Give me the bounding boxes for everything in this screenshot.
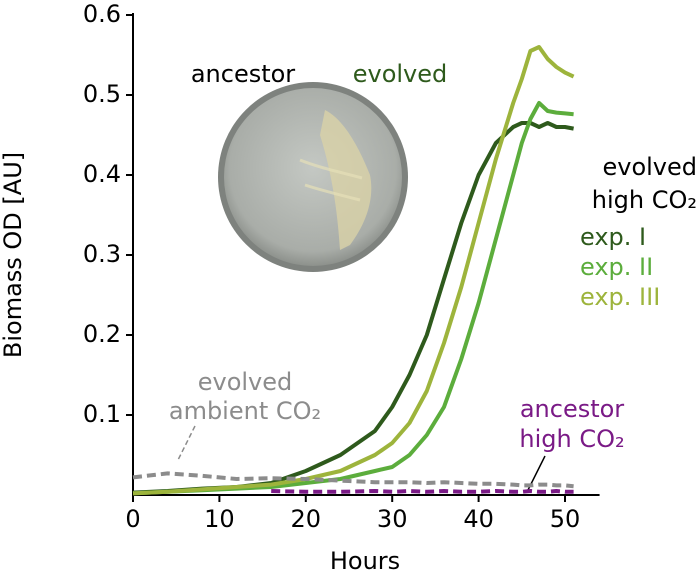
y-tick-label: 0.2 (83, 320, 121, 348)
annotation: evolved (602, 153, 697, 181)
series-label: ancestor high CO₂ (519, 395, 624, 453)
series-label: exp. II (580, 253, 653, 281)
x-tick-label: 10 (204, 505, 235, 533)
petri-dish (218, 82, 408, 272)
annotation: evolved (353, 60, 448, 88)
y-tick-label: 0.4 (83, 160, 121, 188)
series-label: evolved ambient CO₂ (169, 368, 321, 425)
x-tick-label: 40 (463, 505, 494, 533)
x-tick-label: 30 (377, 505, 408, 533)
x-tick-label: 50 (550, 505, 581, 533)
annotation: high CO₂ (592, 186, 697, 214)
y-tick-label: 0.6 (83, 0, 121, 28)
series-line (271, 489, 574, 494)
annotation: ancestor (191, 60, 295, 88)
y-tick-label: 0.1 (83, 400, 121, 428)
series-label: exp. III (580, 283, 660, 311)
series-line (132, 45, 575, 496)
x-tick-label: 20 (291, 505, 322, 533)
x-tick-label: 0 (125, 505, 140, 533)
x-axis-label: Hours (330, 547, 400, 575)
series-line (132, 101, 574, 496)
y-tick-label: 0.3 (83, 240, 121, 268)
y-tick-label: 0.5 (83, 80, 121, 108)
y-axis-label: Biomass OD [AU] (0, 152, 27, 358)
leader-line (177, 425, 196, 461)
series-line (132, 471, 574, 489)
series-label: exp. I (580, 223, 646, 251)
